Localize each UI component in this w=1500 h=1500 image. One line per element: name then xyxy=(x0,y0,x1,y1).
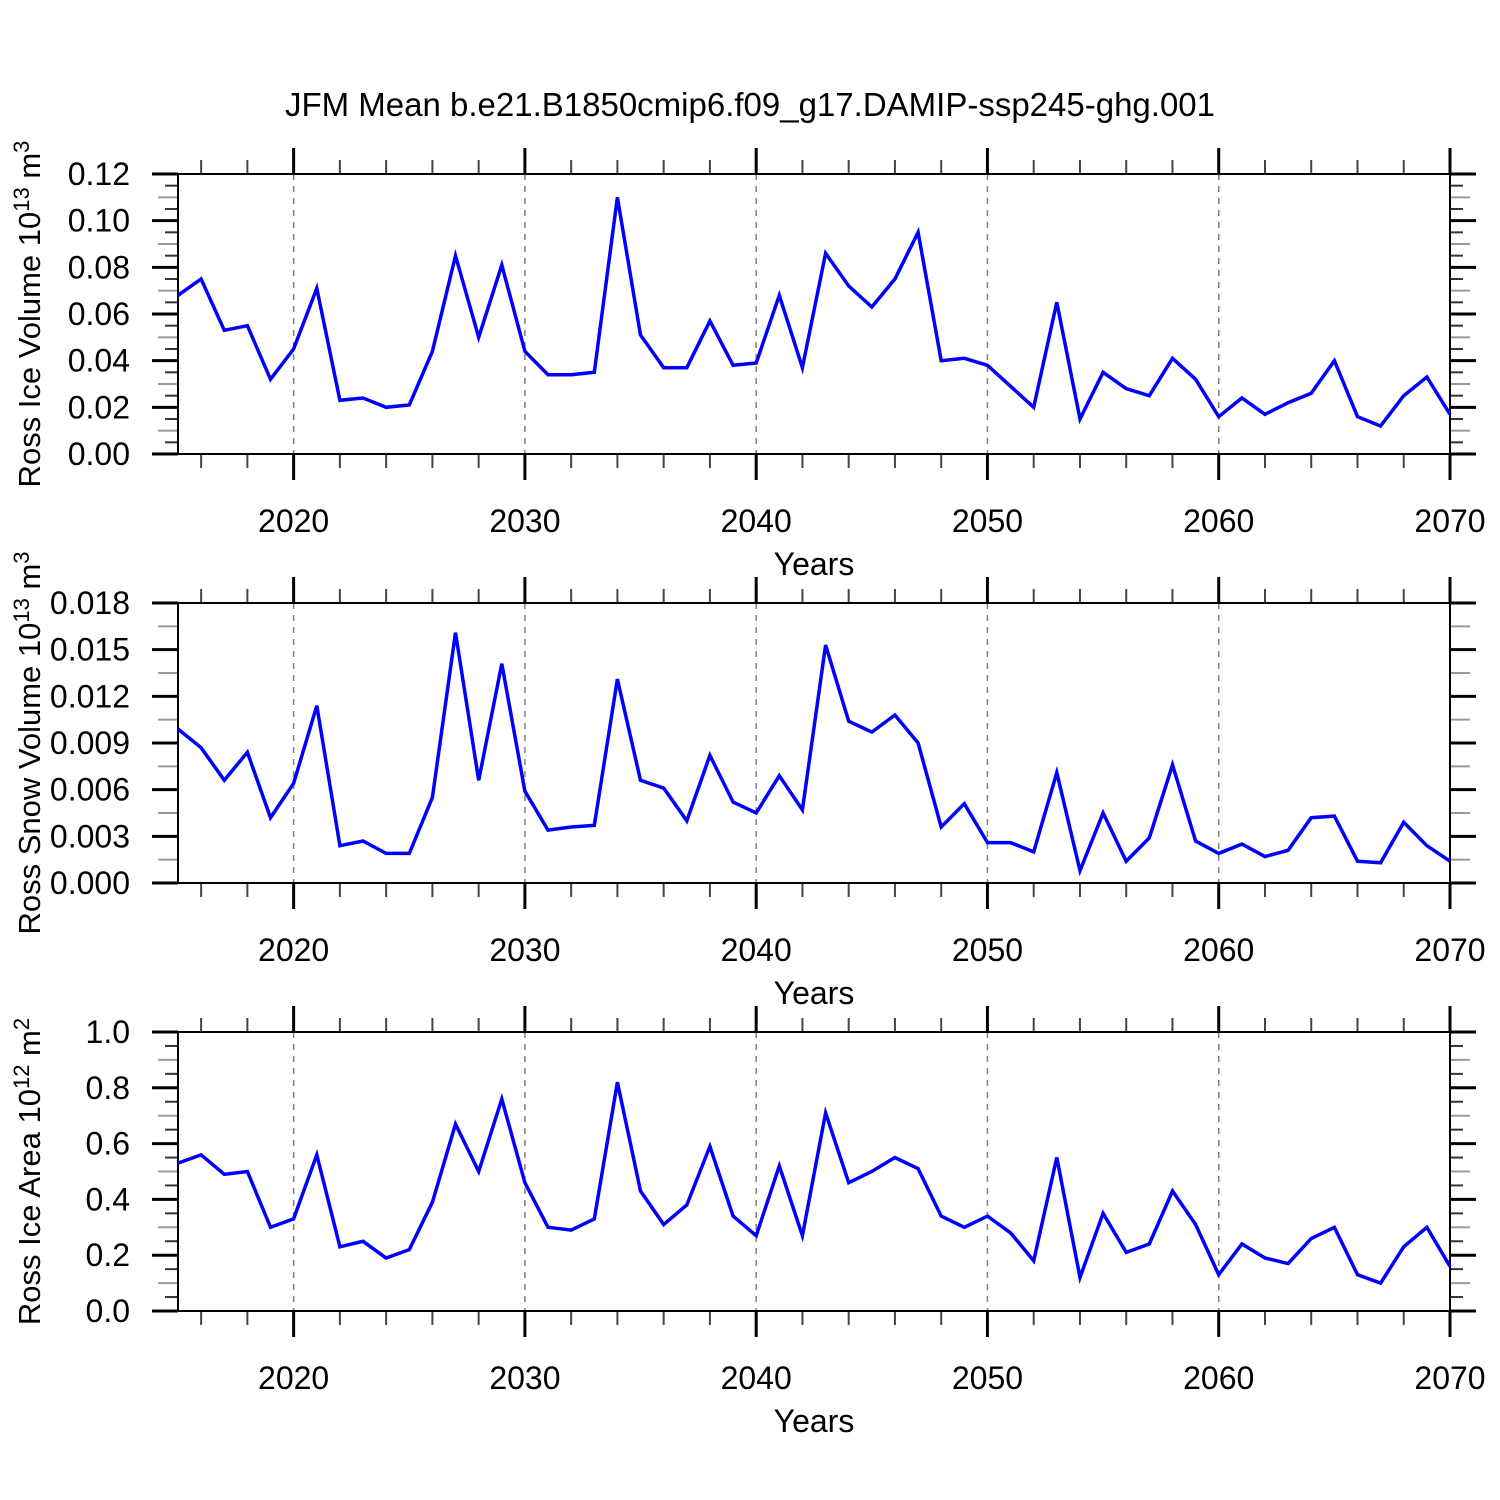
y-tick-label: 0.06 xyxy=(68,296,130,332)
y-tick-label: 0.10 xyxy=(68,203,130,239)
y-tick-label: 0.015 xyxy=(50,632,130,668)
y-tick-label: 0.02 xyxy=(68,389,130,425)
x-tick-label: 2020 xyxy=(258,1360,329,1396)
series-line xyxy=(176,197,1452,429)
chart-title: JFM Mean b.e21.B1850cmip6.f09_g17.DAMIP-… xyxy=(284,86,1216,123)
y-axis-title: Ross Snow Volume 1013 m3 xyxy=(9,551,47,934)
x-tick-label: 2030 xyxy=(489,1360,560,1396)
x-tick-label: 2070 xyxy=(1414,932,1485,968)
x-tick-label: 2060 xyxy=(1183,932,1254,968)
x-tick-label: 2060 xyxy=(1183,1360,1254,1396)
y-axis-title: Ross Ice Area 1012 m2 xyxy=(9,1018,47,1325)
y-tick-label: 0.000 xyxy=(50,865,130,901)
y-tick-label: 0.003 xyxy=(50,818,130,854)
axis-frame xyxy=(177,602,1451,884)
y-tick-label: 0.018 xyxy=(50,585,130,621)
x-tick-label: 2050 xyxy=(952,1360,1023,1396)
axis-frame xyxy=(177,1031,1451,1312)
y-tick-label: 0.6 xyxy=(86,1126,130,1162)
panel-3: 2020 2030 2040 2050 2060 2070 0.0 0.2 0.4 0.6 0.8 1… xyxy=(9,1006,1486,1439)
y-tick-label: 0.006 xyxy=(50,772,130,808)
x-tick-label: 2050 xyxy=(952,932,1023,968)
y-axis-title: Ross Ice Volume 1013 m3 xyxy=(9,141,47,488)
y-tick-label: 1.0 xyxy=(86,1014,130,1050)
panel-2: 2020 2030 2040 2050 2060 2070 0.000 0.003 0.006 0… xyxy=(9,551,1486,1011)
y-tick-label: 0.04 xyxy=(68,343,130,379)
y-tick-label: 0.2 xyxy=(86,1237,130,1273)
series-line xyxy=(177,1081,1452,1286)
x-tick-label: 2030 xyxy=(489,503,560,539)
y-tick-label: 0.012 xyxy=(50,678,130,714)
y-tick-label: 0.00 xyxy=(68,436,130,472)
x-tick-label: 2030 xyxy=(489,932,560,968)
x-tick-label: 2040 xyxy=(721,1360,792,1396)
x-axis-title: Years xyxy=(774,975,855,1011)
y-tick-label: 0.08 xyxy=(68,249,130,285)
x-tick-label: 2040 xyxy=(721,932,792,968)
series-line xyxy=(176,632,1451,877)
x-tick-label: 2020 xyxy=(258,932,329,968)
panel-1: 2020 2030 2040 2050 2060 2070 0.00 0.02 0.04 0.06… xyxy=(9,141,1486,582)
x-axis-title: Years xyxy=(774,1403,855,1439)
x-tick-label: 2070 xyxy=(1414,503,1485,539)
x-axis-title: Years xyxy=(774,546,855,582)
x-tick-label: 2050 xyxy=(952,503,1023,539)
y-tick-label: 0.12 xyxy=(68,156,130,192)
y-tick-label: 0.4 xyxy=(86,1181,130,1217)
x-tick-label: 2070 xyxy=(1414,1360,1485,1396)
x-tick-label: 2040 xyxy=(721,503,792,539)
axis-frame xyxy=(177,173,1451,455)
y-tick-label: 0.0 xyxy=(86,1293,130,1329)
x-tick-label: 2060 xyxy=(1183,503,1254,539)
y-tick-label: 0.009 xyxy=(50,725,130,761)
x-tick-label: 2020 xyxy=(258,503,329,539)
y-tick-label: 0.8 xyxy=(86,1070,130,1106)
